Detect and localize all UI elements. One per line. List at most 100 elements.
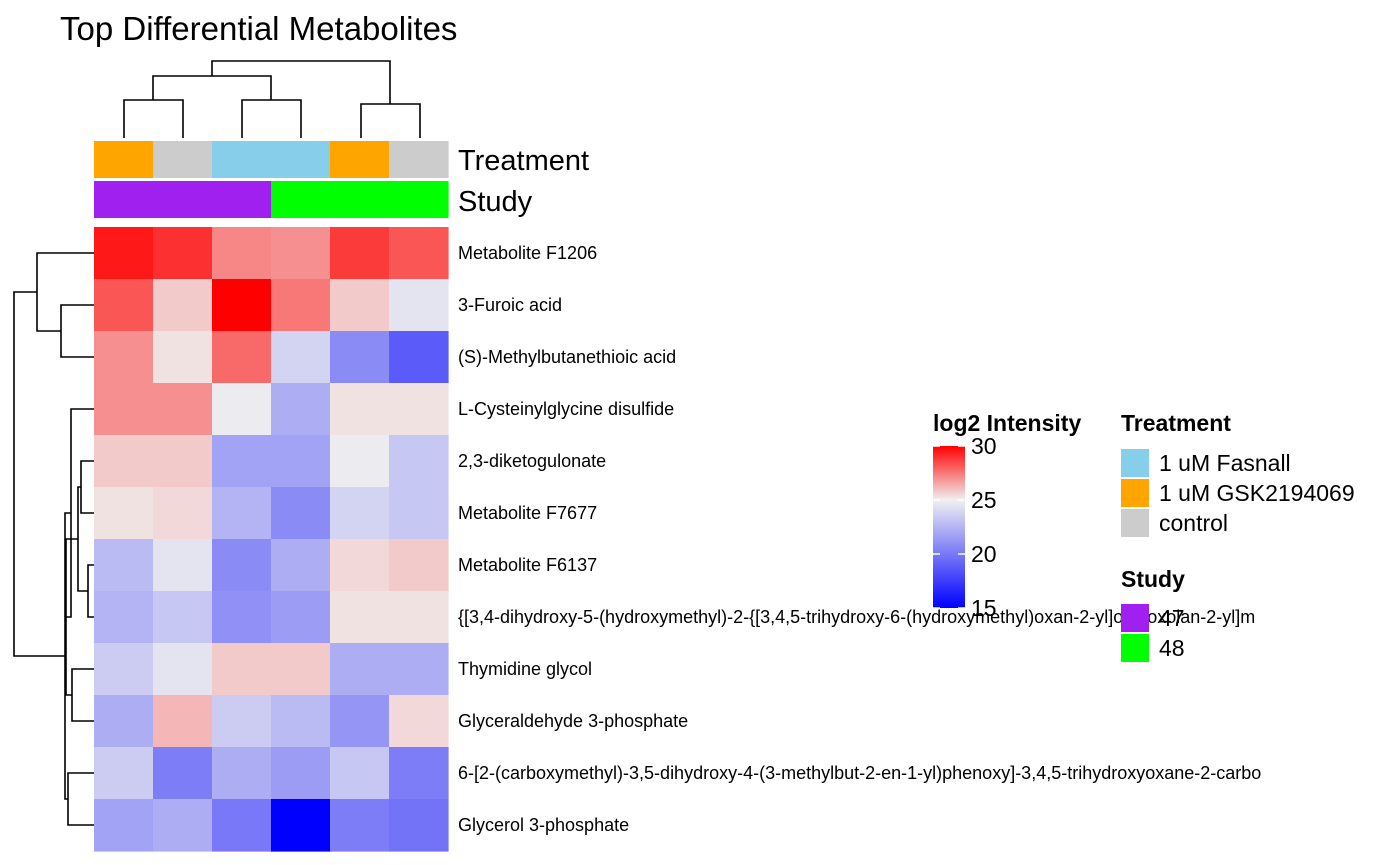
legend-entry-label: 48 <box>1159 635 1185 661</box>
heatmap-cell <box>389 279 449 332</box>
treatment-annotation-cell <box>271 141 331 178</box>
heatmap-cell <box>330 799 390 852</box>
heatmap-cell <box>94 487 154 540</box>
heatmap-cell <box>271 747 331 800</box>
color-legend-tick-label: 30 <box>971 433 997 459</box>
heatmap-cell <box>153 383 213 436</box>
row-label: Thymidine glycol <box>458 659 592 679</box>
study-legend-title: Study <box>1121 566 1185 592</box>
heatmap-cell <box>212 643 272 696</box>
heatmap-cell <box>389 227 449 280</box>
study-annotation-cell <box>94 181 154 218</box>
chart-title: Top Differential Metabolites <box>60 10 457 47</box>
color-legend-ticks: 30 25 20 15 <box>933 433 997 621</box>
treatment-annotation-cell <box>389 141 449 178</box>
heatmap-cell <box>94 383 154 436</box>
dendrogram-branch <box>152 75 272 100</box>
heatmap-cell <box>212 487 272 540</box>
dendrogram-branch <box>67 772 94 826</box>
heatmap-cell <box>389 383 449 436</box>
heatmap-cell <box>94 331 154 384</box>
dendrogram-branch <box>71 668 94 722</box>
heatmap-cell <box>94 643 154 696</box>
heatmap-cell <box>153 331 213 384</box>
study-annotation-cell <box>271 181 331 218</box>
heatmap-cell <box>153 747 213 800</box>
dendrogram-branch <box>13 291 65 657</box>
treatment-annotation-cell <box>330 141 390 178</box>
legend-swatch <box>1121 509 1149 537</box>
heatmap-cell <box>94 747 154 800</box>
heatmap-cell <box>212 383 272 436</box>
row-dendrogram <box>13 252 94 826</box>
heatmap-cell <box>271 279 331 332</box>
dendrogram-branch <box>36 252 94 332</box>
color-ramp <box>933 446 965 608</box>
column-dendrogram <box>123 60 421 138</box>
heatmap-cell <box>389 747 449 800</box>
row-label: Metabolite F6137 <box>458 555 597 575</box>
study-legend: Study 47 48 <box>1121 566 1185 662</box>
color-legend-tick-label: 25 <box>971 487 997 513</box>
dendrogram-branch <box>360 103 421 138</box>
row-label: {[3,4-dihydroxy-5-(hydroxymethyl)-2-{[3,… <box>458 607 1255 627</box>
heatmap-cell <box>330 487 390 540</box>
legend-entry-label: 1 uM GSK2194069 <box>1159 480 1355 506</box>
dendrogram-branch <box>80 460 94 514</box>
heatmap-cell <box>271 331 331 384</box>
heatmap-cell <box>153 487 213 540</box>
heatmap-cell <box>271 227 331 280</box>
row-label: Metabolite F1206 <box>458 243 597 263</box>
heatmap-cell <box>212 539 272 592</box>
legend-swatch <box>1121 449 1149 477</box>
heatmap-cell <box>389 331 449 384</box>
treatment-legend-title: Treatment <box>1121 410 1231 436</box>
treatment-annotation-cell <box>212 141 272 178</box>
heatmap-cell <box>153 799 213 852</box>
row-label: L-Cysteinylglycine disulfide <box>458 399 674 419</box>
heatmap-cell <box>330 695 390 748</box>
heatmap-cell <box>212 747 272 800</box>
study-annotation-cell <box>389 181 449 218</box>
study-annotation-label: Study <box>458 186 533 218</box>
heatmap-cell <box>212 227 272 280</box>
color-scale-legend: log2 Intensity 30 25 20 15 <box>933 410 1081 621</box>
heatmap-cell <box>389 643 449 696</box>
heatmap-cell <box>271 487 331 540</box>
heatmap-cell <box>389 435 449 488</box>
heatmap-cell <box>94 799 154 852</box>
heatmap-cell <box>153 435 213 488</box>
color-legend-title: log2 Intensity <box>933 410 1081 436</box>
row-label: 2,3-diketogulonate <box>458 451 606 471</box>
heatmap-cell <box>389 695 449 748</box>
row-label: Metabolite F7677 <box>458 503 597 523</box>
heatmap-cell <box>153 643 213 696</box>
heatmap-cell <box>271 591 331 644</box>
heatmap-cell <box>212 799 272 852</box>
legend-entry-label: control <box>1159 510 1228 536</box>
heatmap-cells <box>94 227 449 852</box>
treatment-annotation-cell <box>153 141 213 178</box>
dendrogram-branch <box>87 564 94 618</box>
heatmap-cell <box>271 799 331 852</box>
heatmap-cell <box>330 435 390 488</box>
row-labels: Metabolite F1206 3-Furoic acid (S)-Methylb… <box>458 243 1261 835</box>
heatmap-cell <box>94 591 154 644</box>
heatmap-cell <box>389 591 449 644</box>
dendrogram-branch <box>123 99 184 138</box>
heatmap-cell <box>330 227 390 280</box>
dendrogram-branch <box>60 304 94 358</box>
legend-swatch <box>1121 634 1149 662</box>
heatmap-cell <box>153 591 213 644</box>
study-annotation-cell <box>153 181 213 218</box>
row-label: Glyceraldehyde 3-phosphate <box>458 711 688 731</box>
heatmap-cell <box>212 279 272 332</box>
dendrogram-branch <box>211 60 391 104</box>
heatmap-cell <box>94 539 154 592</box>
heatmap-cell <box>330 591 390 644</box>
study-annotation-cell <box>212 181 272 218</box>
heatmap-cell <box>271 695 331 748</box>
study-annotation-bar <box>94 181 449 218</box>
legend-entry-label: 47 <box>1159 605 1185 631</box>
